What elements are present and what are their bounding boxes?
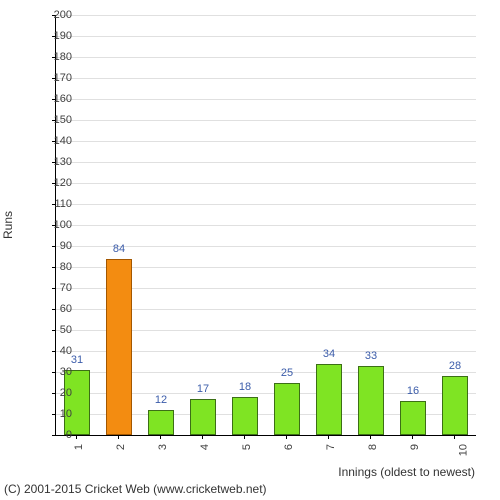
y-tick-label: 50 bbox=[42, 324, 72, 336]
plot-area: 31 84 12 17 18 25 34 33 16 28 bbox=[55, 15, 476, 436]
bar-value-label: 12 bbox=[155, 394, 167, 406]
bar-value-label: 18 bbox=[239, 381, 251, 393]
y-tick-label: 140 bbox=[42, 135, 72, 147]
x-axis-title: Innings (oldest to newest) bbox=[338, 465, 475, 479]
bar bbox=[316, 364, 341, 435]
gridline bbox=[56, 78, 476, 79]
y-tick-label: 200 bbox=[42, 9, 72, 21]
bar-value-label: 16 bbox=[407, 385, 419, 397]
x-tick-mark bbox=[370, 435, 371, 439]
x-tick-label: 8 bbox=[367, 444, 379, 450]
y-tick-label: 80 bbox=[42, 261, 72, 273]
x-tick-mark bbox=[76, 435, 77, 439]
bar-value-label: 31 bbox=[71, 354, 83, 366]
x-tick-label: 3 bbox=[157, 444, 169, 450]
bar bbox=[400, 401, 425, 435]
bar bbox=[64, 370, 89, 435]
bar bbox=[358, 366, 383, 435]
bar-value-label: 17 bbox=[197, 383, 209, 395]
y-tick-label: 120 bbox=[42, 177, 72, 189]
y-tick-label: 10 bbox=[42, 408, 72, 420]
x-tick-mark bbox=[454, 435, 455, 439]
bar-value-label: 25 bbox=[281, 367, 293, 379]
y-tick-label: 70 bbox=[42, 282, 72, 294]
y-tick-label: 160 bbox=[42, 93, 72, 105]
y-tick-label: 100 bbox=[42, 219, 72, 231]
x-tick-mark bbox=[244, 435, 245, 439]
bar bbox=[442, 376, 467, 435]
x-tick-label: 6 bbox=[283, 444, 295, 450]
gridline bbox=[56, 141, 476, 142]
x-tick-mark bbox=[118, 435, 119, 439]
chart-container: 31841217182534331628 Runs Innings (oldes… bbox=[0, 0, 500, 500]
y-tick-label: 170 bbox=[42, 72, 72, 84]
y-tick-label: 190 bbox=[42, 30, 72, 42]
x-tick-label: 9 bbox=[409, 444, 421, 450]
y-tick-label: 110 bbox=[42, 198, 72, 210]
y-tick-label: 40 bbox=[42, 345, 72, 357]
x-tick-mark bbox=[328, 435, 329, 439]
x-tick-label: 1 bbox=[73, 444, 85, 450]
y-tick-label: 90 bbox=[42, 240, 72, 252]
gridline bbox=[56, 57, 476, 58]
y-axis-title: Runs bbox=[1, 211, 15, 239]
bar bbox=[274, 383, 299, 436]
gridline bbox=[56, 15, 476, 16]
gridline bbox=[56, 162, 476, 163]
x-tick-mark bbox=[412, 435, 413, 439]
x-tick-label: 2 bbox=[115, 444, 127, 450]
y-tick-label: 60 bbox=[42, 303, 72, 315]
gridline bbox=[56, 204, 476, 205]
x-tick-mark bbox=[202, 435, 203, 439]
x-tick-label: 5 bbox=[241, 444, 253, 450]
gridline bbox=[56, 120, 476, 121]
bar-value-label: 34 bbox=[323, 348, 335, 360]
x-tick-mark bbox=[286, 435, 287, 439]
x-tick-label: 10 bbox=[457, 444, 469, 456]
y-tick-label: 20 bbox=[42, 387, 72, 399]
y-tick-label: 180 bbox=[42, 51, 72, 63]
gridline bbox=[56, 183, 476, 184]
bar bbox=[232, 397, 257, 435]
x-tick-mark bbox=[160, 435, 161, 439]
bar bbox=[106, 259, 131, 435]
y-tick-label: 0 bbox=[42, 429, 72, 441]
copyright-text: (C) 2001-2015 Cricket Web (www.cricketwe… bbox=[4, 482, 267, 496]
y-tick-label: 150 bbox=[42, 114, 72, 126]
gridline bbox=[56, 99, 476, 100]
gridline bbox=[56, 36, 476, 37]
bar-value-label: 28 bbox=[449, 360, 461, 372]
y-tick-label: 130 bbox=[42, 156, 72, 168]
x-tick-label: 4 bbox=[199, 444, 211, 450]
y-tick-label: 30 bbox=[42, 366, 72, 378]
bar-value-label: 84 bbox=[113, 243, 125, 255]
gridline bbox=[56, 225, 476, 226]
bar-value-label: 33 bbox=[365, 350, 377, 362]
x-tick-label: 7 bbox=[325, 444, 337, 450]
bar bbox=[190, 399, 215, 435]
bar bbox=[148, 410, 173, 435]
